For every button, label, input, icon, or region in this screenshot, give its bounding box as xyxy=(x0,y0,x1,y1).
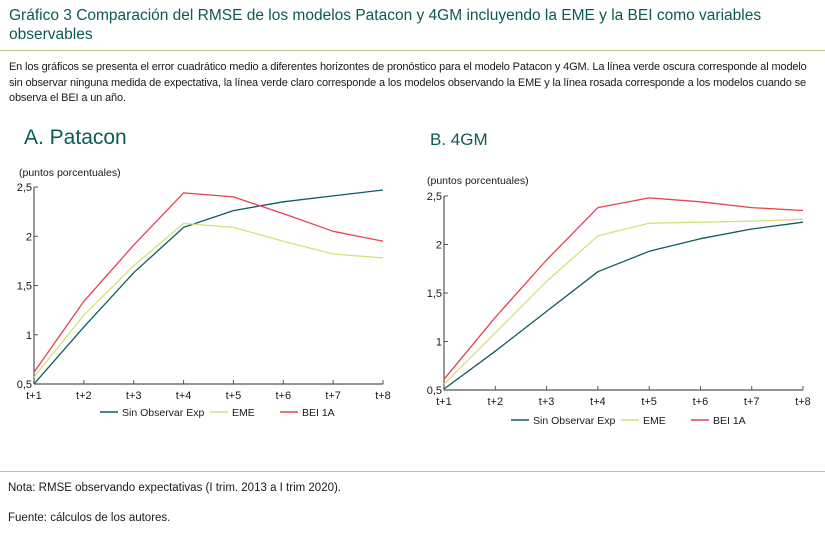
y-tick-label: 1,5 xyxy=(427,288,442,300)
x-tick-label: t+8 xyxy=(375,390,391,402)
legend-label: Sin Observar Exp xyxy=(533,415,615,427)
axes: 0,5 1 1,5 2 2,5 t+1 t+2 t+3 t+4 t+5 t+6 t+7 t+8 xyxy=(17,182,391,402)
series-lines xyxy=(443,197,804,390)
x-tick-label: t+5 xyxy=(226,390,242,402)
x-tick-label: t+5 xyxy=(641,396,657,408)
y-tick-label: 2 xyxy=(26,231,32,243)
x-tick-label: t+3 xyxy=(126,390,142,402)
chart-patacon: (puntos porcentuales) 0,5 1 1,5 2 2,5 t+1 t+2 t… xyxy=(17,167,391,419)
x-tick-label: t+7 xyxy=(325,390,341,402)
x-tick-label: t+7 xyxy=(744,396,760,408)
legend: Sin Observar Exp EME BEI 1A xyxy=(100,407,335,419)
legend-item: EME xyxy=(621,415,666,427)
legend-label: Sin Observar Exp xyxy=(122,407,204,419)
figure-description: En los gráficos se presenta el error cua… xyxy=(9,61,807,104)
y-axis-label: (puntos porcentuales) xyxy=(427,175,529,187)
series-line-sin-observar-exp xyxy=(443,221,804,390)
y-tick-label: 0,5 xyxy=(427,385,442,397)
y-tick-label: 1,5 xyxy=(17,281,32,293)
legend: Sin Observar Exp EME BEI 1A xyxy=(511,415,746,427)
y-tick-label: 2,5 xyxy=(17,182,32,194)
axes: 0,5 1 1,5 2 2,5 t+1 t+2 t+3 t+4 t+5 t+6 t+7 t+8 xyxy=(427,191,811,408)
panel-b-title: B. 4GM xyxy=(430,130,488,149)
x-tick-label: t+2 xyxy=(487,396,503,408)
y-tick-label: 1 xyxy=(26,330,32,342)
source-note: Fuente: cálculos de los autores. xyxy=(8,512,171,524)
x-tick-label: t+3 xyxy=(539,396,555,408)
x-tick-label: t+2 xyxy=(76,390,92,402)
series-line-eme xyxy=(33,222,384,378)
y-tick-label: 0,5 xyxy=(17,379,32,391)
panel-a-title: A. Patacon xyxy=(24,126,127,149)
legend-label: EME xyxy=(643,415,666,427)
y-tick-label: 1 xyxy=(436,337,442,349)
legend-item: BEI 1A xyxy=(691,415,746,427)
series-lines xyxy=(33,189,384,385)
x-tick-label: t+6 xyxy=(693,396,709,408)
series-line-sin-observar-exp xyxy=(33,189,384,385)
chart-4gm: (puntos porcentuales) 0,5 1 1,5 2 2,5 t+1 t+2 t… xyxy=(427,175,811,427)
figure-title: Gráfico 3 Comparación del RMSE de los mo… xyxy=(9,7,762,43)
legend-label: BEI 1A xyxy=(302,407,335,419)
legend-item: Sin Observar Exp xyxy=(100,407,204,419)
legend-label: BEI 1A xyxy=(713,415,746,427)
y-tick-label: 2 xyxy=(436,240,442,252)
legend-item: Sin Observar Exp xyxy=(511,415,615,427)
series-line-bei-1a xyxy=(443,197,804,380)
x-tick-label: t+8 xyxy=(795,396,811,408)
series-line-bei-1a xyxy=(33,192,384,373)
footnote: Nota: RMSE observando expectativas (I tr… xyxy=(8,482,342,494)
legend-item: BEI 1A xyxy=(280,407,335,419)
y-axis-label: (puntos porcentuales) xyxy=(19,167,121,179)
series-line-eme xyxy=(443,218,804,385)
x-tick-label: t+4 xyxy=(590,396,606,408)
x-tick-label: t+1 xyxy=(436,396,452,408)
x-tick-label: t+6 xyxy=(275,390,291,402)
legend-label: EME xyxy=(232,407,255,419)
x-tick-label: t+1 xyxy=(26,390,42,402)
footer-divider xyxy=(0,471,825,472)
title-divider xyxy=(0,50,825,51)
legend-item: EME xyxy=(210,407,255,419)
x-tick-label: t+4 xyxy=(176,390,192,402)
y-tick-label: 2,5 xyxy=(427,191,442,203)
